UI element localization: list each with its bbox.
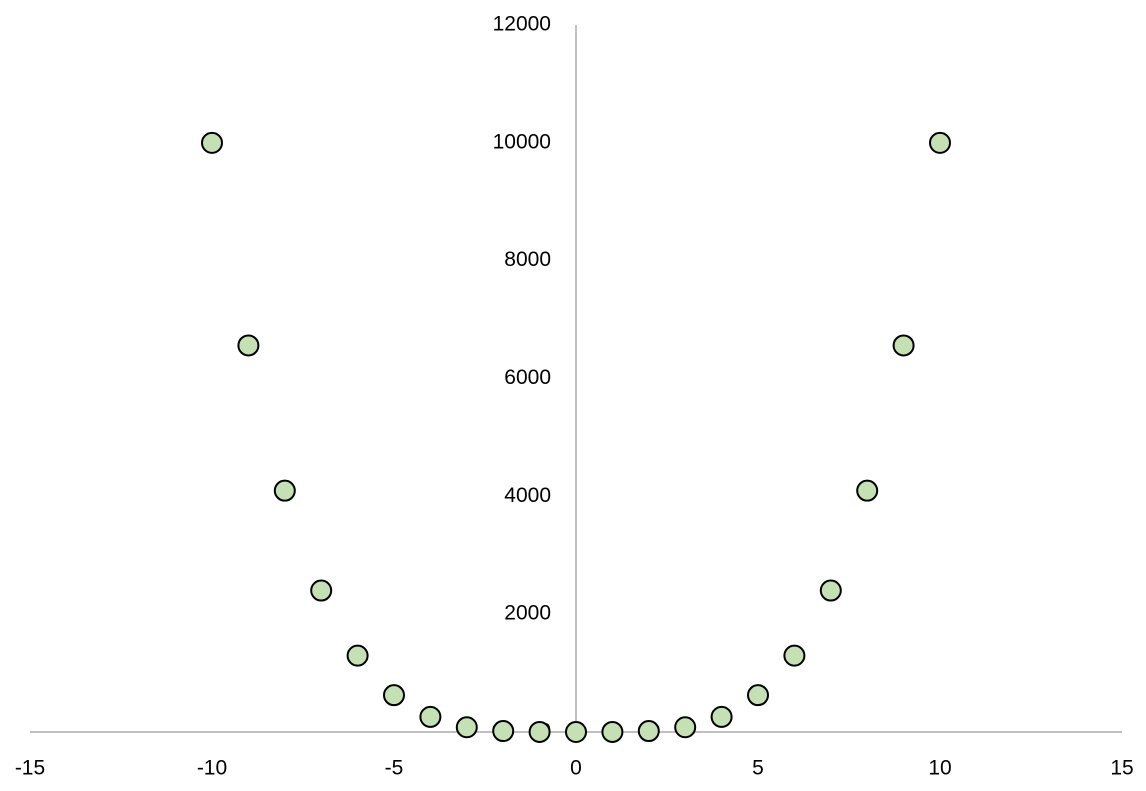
point: [710, 705, 733, 728]
point: [637, 720, 660, 743]
point: [929, 131, 951, 154]
point: [674, 716, 697, 739]
x-tick-label: 5: [752, 757, 764, 780]
y-tick-label: 6000: [504, 366, 551, 389]
point: [565, 721, 587, 743]
y-tick-label: 8000: [504, 248, 551, 271]
y-tick-label: 2000: [504, 602, 551, 625]
point: [819, 579, 842, 602]
x-tick-label: 15: [1110, 757, 1133, 780]
x-tick-label: 0: [570, 757, 582, 780]
point: [856, 479, 879, 502]
point: [455, 716, 478, 739]
point: [528, 720, 551, 743]
x-tick-label: -15: [15, 757, 45, 780]
point: [747, 684, 769, 707]
point: [892, 334, 915, 357]
point: [601, 720, 624, 743]
point: [419, 705, 442, 728]
y-tick-label: 4000: [504, 484, 551, 507]
point: [201, 131, 223, 154]
x-tick-label: -5: [385, 757, 404, 780]
point: [273, 479, 296, 502]
point: [346, 644, 369, 667]
x-tick-label: -10: [197, 757, 227, 780]
y-tick-label: 10000: [493, 130, 551, 153]
point: [237, 334, 260, 357]
x-tick-label: 10: [928, 757, 951, 780]
y-tick-label: 12000: [493, 13, 551, 36]
point: [383, 684, 405, 707]
point: [783, 644, 806, 667]
point: [492, 720, 515, 743]
point: [310, 579, 333, 602]
